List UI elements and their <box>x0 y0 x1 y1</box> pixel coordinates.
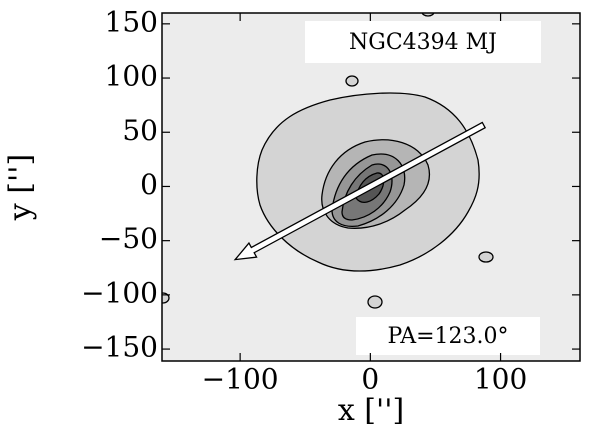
pa-label: PA=123.0° <box>387 324 508 349</box>
y-axis-label: y [''] <box>3 154 38 221</box>
pa-box <box>356 317 540 355</box>
pa-arrow <box>233 121 487 261</box>
y-tick-label: 0 <box>140 168 158 201</box>
title-box <box>305 21 541 63</box>
chart-title: NGC4394 MJ <box>349 30 497 55</box>
x-axis-label: x [''] <box>338 393 404 428</box>
x-tick-label: −100 <box>202 363 279 396</box>
y-tick-label: −100 <box>81 276 158 309</box>
y-tick-label: −50 <box>99 222 158 255</box>
contour-blob <box>421 13 435 17</box>
contour-blob <box>162 292 170 304</box>
x-tick-label: 100 <box>474 363 527 396</box>
contour-blob <box>367 295 383 309</box>
x-tick-label: 0 <box>361 363 379 396</box>
contour-blob <box>345 75 359 87</box>
y-tick-label: 50 <box>122 114 158 147</box>
y-tick-label: 150 <box>105 5 158 38</box>
y-tick-label: −150 <box>81 331 158 364</box>
y-tick-label: 100 <box>105 60 158 93</box>
contour-blob <box>478 251 494 263</box>
